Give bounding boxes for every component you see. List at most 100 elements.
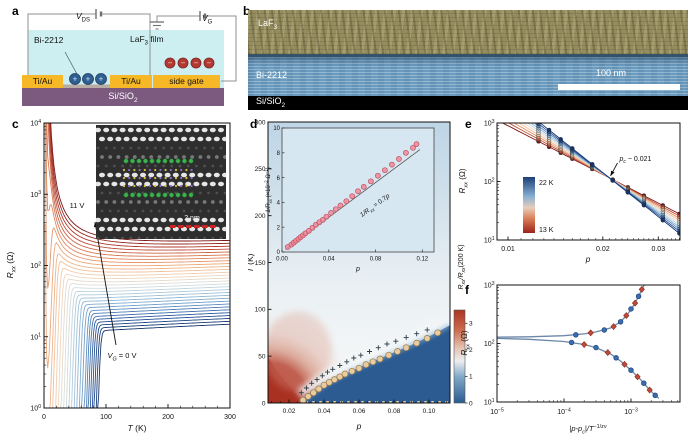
atom-dot <box>178 146 182 150</box>
electron-sign: − <box>194 58 199 67</box>
green-atom-overlay <box>182 158 187 164</box>
atom-dot <box>172 136 179 142</box>
atom-dot <box>96 200 100 204</box>
fluorine-atom-overlay <box>174 176 178 180</box>
atom-dot <box>137 200 141 204</box>
ytick-label: 102 <box>484 177 495 186</box>
onset-plus-marker <box>325 369 330 375</box>
baseline-dash <box>312 401 315 403</box>
resistance-curve <box>60 277 230 408</box>
fluorine-atom-overlay <box>148 184 152 188</box>
atom-dot <box>115 226 122 232</box>
onset-plus-marker <box>298 390 304 396</box>
baseline-dash <box>417 401 420 403</box>
rxx-vs-p-curve <box>507 123 680 217</box>
atom-dot <box>166 209 169 213</box>
laf3-layer-label: LaF3 <box>258 18 278 31</box>
atom-dot <box>121 164 124 168</box>
fluorine-atom-overlay <box>122 184 126 188</box>
wire-vg <box>156 15 237 82</box>
substrate-rect <box>22 88 224 106</box>
inset-xtick-label: 0.08 <box>370 257 382 263</box>
atom-dot <box>190 155 195 159</box>
fluorine-atom-overlay <box>122 168 126 172</box>
atom-dot <box>162 164 165 168</box>
atom-dot <box>154 236 157 239</box>
resistance-curve <box>57 273 230 408</box>
inset-ytick-label: 6 <box>277 176 281 182</box>
lower-branch-line <box>497 337 660 399</box>
resistance-curve <box>65 283 230 408</box>
ytick-label: 103 <box>30 190 41 199</box>
atom-dot <box>215 191 219 195</box>
ytick-label: 50 <box>258 353 266 360</box>
data-point <box>536 123 541 127</box>
atom-dot <box>116 155 121 159</box>
atom-dot <box>198 155 203 159</box>
fluorine-atom-overlay <box>154 176 157 180</box>
blue-data-point <box>635 293 642 299</box>
y-axis-label: Rxx (Ω) <box>460 330 471 355</box>
red-data-point <box>638 285 645 293</box>
atom-dot <box>203 236 206 239</box>
atom-dot <box>108 155 113 159</box>
atom-dot <box>99 172 105 178</box>
electron-carrier-icon <box>190 57 202 69</box>
green-atom-overlay <box>162 158 168 164</box>
resistance-curve <box>49 123 230 248</box>
ti-au-left-label: Ti/Au <box>32 76 53 86</box>
green-atom-overlay <box>149 158 155 164</box>
atom-dot <box>170 146 174 150</box>
atom-dot <box>104 200 109 204</box>
atom-dot <box>121 146 124 150</box>
baseline-dash <box>368 401 371 403</box>
vg-label: VG <box>202 13 213 26</box>
bi2212-layer-label: Bi-2212 <box>256 70 288 80</box>
atom-dot <box>145 146 149 150</box>
substrate-label: Si/SiO2 <box>108 91 138 104</box>
atom-dot <box>199 209 202 213</box>
blue-data-point <box>628 367 634 373</box>
fluorine-atom-overlay <box>143 176 146 180</box>
inset-scalebar <box>194 225 200 228</box>
inset-ytick-label: 8 <box>277 151 281 157</box>
atom-dot <box>145 164 149 168</box>
atom-dot <box>152 217 159 223</box>
y-axis-label: T (K) <box>248 253 255 272</box>
electrode-mid <box>110 75 152 88</box>
atom-dot <box>127 217 134 223</box>
red-data-point <box>621 360 628 368</box>
atom-dot <box>108 191 112 195</box>
plus-icon <box>337 363 343 368</box>
colorbar-label: Rxx/Rxx(200 K) <box>458 244 467 289</box>
atom-dot <box>173 155 178 159</box>
panel-label-d: d <box>250 117 258 131</box>
atom-dot <box>164 172 171 178</box>
atom-dot <box>148 226 155 232</box>
atom-dot <box>154 146 157 150</box>
fluorine-atom-overlay <box>143 184 146 188</box>
onset-plus-marker <box>351 355 357 361</box>
atom-dot <box>232 192 235 195</box>
green-atom-overlay <box>175 158 181 164</box>
tc-dome-point <box>394 348 401 355</box>
atom-dot <box>170 164 174 168</box>
tc-dome-point <box>348 367 356 375</box>
panel-label-a: a <box>12 4 19 18</box>
atom-dot <box>100 191 104 195</box>
atom-dot <box>152 181 159 187</box>
green-atom-overlay <box>143 192 148 198</box>
atom-dot <box>99 136 105 142</box>
hole-carrier-icon <box>82 73 94 85</box>
ytick-label: 250 <box>255 166 266 173</box>
resistance-curve <box>95 320 230 408</box>
atom-dot <box>113 146 116 150</box>
atom-dot <box>218 127 224 133</box>
red-data-point <box>634 373 641 381</box>
rxx-vs-p-curve <box>518 123 680 222</box>
atom-dot <box>215 209 219 213</box>
atom-dot <box>219 164 223 168</box>
atom-dot <box>193 127 200 133</box>
